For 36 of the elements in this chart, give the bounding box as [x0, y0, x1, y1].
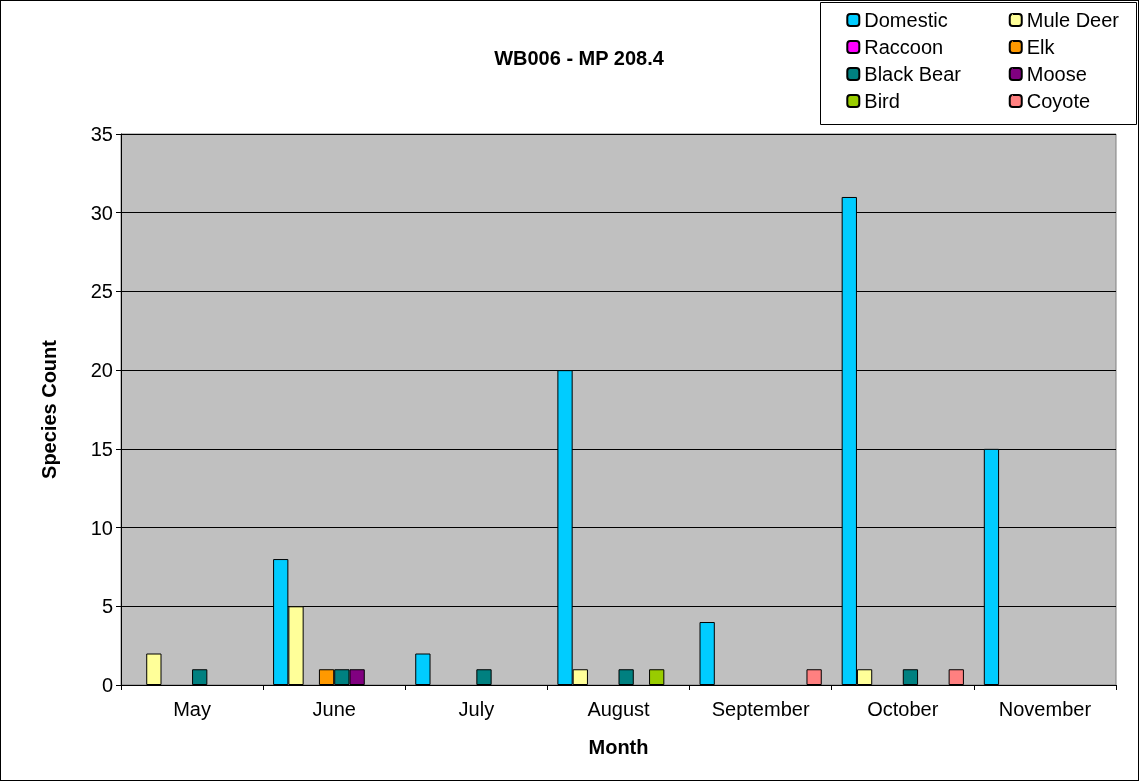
legend-label: Coyote: [1026, 90, 1091, 112]
bar: [699, 622, 715, 685]
bar: [902, 669, 919, 685]
legend-label: Raccoon: [864, 36, 944, 58]
y-tick-label: 0: [101, 674, 113, 696]
legend-label: Mule Deer: [1026, 9, 1120, 31]
bar: [806, 669, 822, 685]
legend-label: Bird: [864, 90, 900, 112]
x-tick-label: May: [173, 698, 211, 720]
bar: [415, 653, 431, 685]
x-tick-label: July: [458, 698, 495, 720]
y-tick-label: 35: [90, 123, 113, 145]
bar: [649, 669, 665, 685]
x-axis-title: Month: [588, 736, 649, 758]
bar: [476, 669, 492, 685]
x-tick-label: June: [312, 698, 356, 720]
chart-title: WB006 - MP 208.4: [494, 47, 665, 69]
x-tick-label: August: [587, 698, 651, 720]
legend-label: Domestic: [864, 9, 948, 31]
bar: [192, 669, 208, 685]
legend-label: Black Bear: [864, 63, 962, 85]
x-tick-label: November: [998, 698, 1092, 720]
bar: [146, 653, 162, 685]
y-tick-label: 30: [90, 201, 113, 224]
y-tick-label: 25: [90, 280, 113, 303]
y-axis-title: Species Count: [38, 339, 60, 479]
y-tick-label: 15: [90, 437, 113, 460]
y-tick-label: 10: [90, 516, 113, 539]
x-tick-label: October: [867, 698, 939, 720]
legend-label: Moose: [1026, 63, 1087, 85]
bar: [948, 669, 964, 685]
y-tick-label: 5: [101, 595, 113, 618]
legend-label: Elk: [1026, 36, 1056, 58]
y-tick-label: 20: [90, 359, 113, 382]
bar: [618, 669, 634, 685]
x-tick-label: September: [711, 698, 810, 720]
